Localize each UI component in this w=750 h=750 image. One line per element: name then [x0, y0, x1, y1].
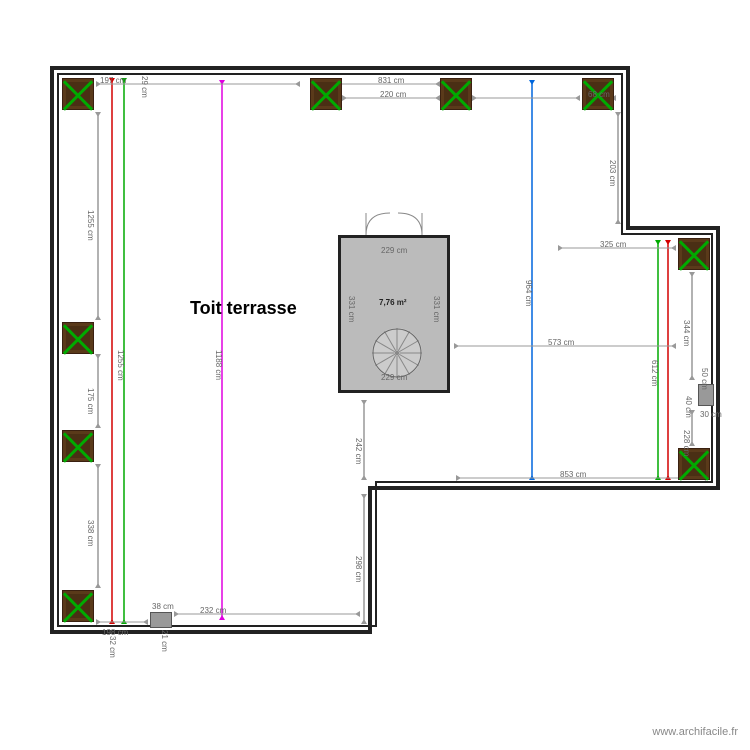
dimension-label: 573 cm	[548, 338, 574, 347]
dimension-label: 21 cm	[160, 630, 169, 652]
dimension-label: 344 cm	[682, 320, 691, 346]
planter	[62, 78, 94, 110]
room-dim-bottom: 229 cm	[381, 373, 407, 382]
room-dim-right: 331 cm	[432, 296, 441, 322]
dimension-label: 40 cm	[684, 396, 693, 418]
spiral-stair	[372, 328, 422, 378]
dimension-label: 203 cm	[608, 160, 617, 186]
planter	[678, 238, 710, 270]
dimension-label: 338 cm	[86, 520, 95, 546]
dimension-label: 298 cm	[354, 556, 363, 582]
dimension-label: 32 cm	[108, 636, 117, 658]
dimension-label: 50 cm	[700, 368, 709, 390]
dimension-label: 964 cm	[524, 280, 533, 306]
planter	[62, 590, 94, 622]
dimension-label: 38 cm	[152, 602, 174, 611]
plan-title: Toit terrasse	[190, 298, 297, 319]
dimension-label: 197 cm	[100, 76, 126, 85]
dimension-label: 232 cm	[200, 606, 226, 615]
dimension-label: 1255 cm	[116, 350, 125, 381]
dimension-label: 29 cm	[140, 76, 149, 98]
dimension-label: 325 cm	[600, 240, 626, 249]
dimension-label: 30 cm	[700, 410, 722, 419]
dimension-label: 1188 cm	[214, 350, 223, 380]
dimension-label: 1255 cm	[86, 210, 95, 241]
planter	[62, 430, 94, 462]
dimension-label: 220 cm	[380, 90, 406, 99]
room-area: 7,76 m²	[379, 298, 407, 307]
dimension-label: 831 cm	[378, 76, 404, 85]
dimension-label: 853 cm	[560, 470, 586, 479]
watermark: www.archifacile.fr	[652, 726, 738, 738]
dimension-label: 228 cm	[682, 430, 691, 456]
planter	[62, 322, 94, 354]
room-dim-left: 331 cm	[347, 296, 356, 322]
dimension-label: 242 cm	[354, 438, 363, 464]
dimension-label: 175 cm	[86, 388, 95, 414]
planter	[440, 78, 472, 110]
pillar	[150, 612, 172, 628]
stairwell-room: 7,76 m² 229 cm 229 cm 331 cm 331 cm	[338, 235, 450, 393]
dimension-label: 68 cm	[588, 90, 610, 99]
planter	[310, 78, 342, 110]
room-dim-top: 229 cm	[381, 246, 407, 255]
dimension-label: 612 cm	[650, 360, 659, 386]
